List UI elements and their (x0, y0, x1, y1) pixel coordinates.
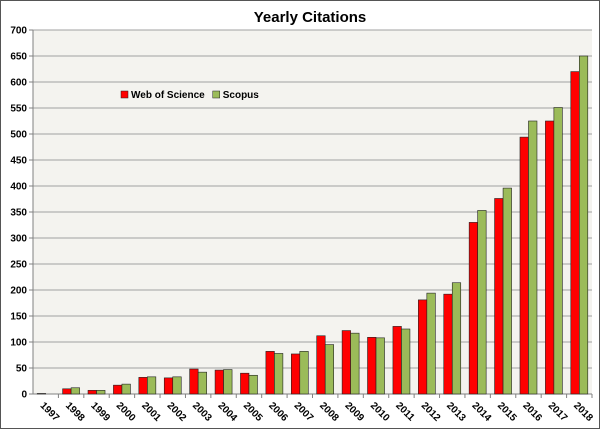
x-tick-label: 2009 (342, 400, 366, 424)
x-tick-label: 2011 (393, 400, 416, 423)
legend-label: Scopus (223, 90, 260, 101)
y-tick-label: 600 (10, 78, 27, 89)
x-tick-label: 2007 (292, 400, 316, 424)
x-tick-label: 2003 (190, 400, 214, 424)
bar-web-of-science (519, 136, 529, 395)
bar-scopus (197, 371, 207, 395)
bar-scopus (502, 187, 512, 395)
x-tick-label: 2018 (571, 400, 595, 424)
bar-web-of-science (113, 384, 123, 395)
bar-scopus (401, 328, 411, 395)
bar-web-of-science (367, 337, 377, 395)
bar-web-of-science (240, 372, 250, 395)
y-tick-label: 700 (10, 26, 27, 37)
bar-scopus (96, 390, 106, 395)
bar-web-of-science (62, 388, 72, 395)
bar-web-of-science (494, 198, 504, 395)
x-tick-label: 2012 (419, 400, 443, 424)
bar-scopus (324, 344, 335, 395)
legend-swatch (120, 90, 129, 99)
bar-web-of-science (87, 390, 97, 395)
chart-title: Yearly Citations (254, 9, 367, 26)
bar-web-of-science (545, 120, 555, 395)
bar-scopus (299, 351, 309, 395)
y-tick-label: 400 (10, 182, 27, 193)
y-tick-label: 250 (10, 260, 27, 271)
x-tick-label: 2000 (114, 400, 138, 424)
bar-scopus (426, 292, 436, 395)
x-tick-label: 1997 (38, 400, 62, 424)
x-tick-label: 2017 (546, 400, 570, 424)
bar-scopus (350, 332, 360, 395)
bar-web-of-science (265, 351, 275, 395)
bar-web-of-science (392, 326, 402, 395)
y-tick-label: 100 (10, 338, 27, 349)
x-tick-label: 2001 (139, 400, 163, 424)
legend-label: Web of Science (131, 90, 205, 101)
x-tick-label: 2010 (368, 400, 392, 424)
x-tick-label: 2015 (495, 400, 519, 424)
bar-web-of-science (468, 222, 478, 395)
y-tick-label: 650 (10, 52, 27, 63)
bar-web-of-science (570, 71, 580, 395)
x-tick-label: 1999 (88, 400, 112, 424)
bar-web-of-science (443, 293, 453, 395)
bar-scopus (451, 282, 462, 395)
legend-swatch (212, 90, 220, 99)
bar-scopus (70, 387, 80, 395)
x-tick-label: 2013 (444, 400, 468, 424)
bar-web-of-science (36, 393, 47, 395)
bar-web-of-science (341, 330, 351, 395)
y-tick-label: 550 (10, 104, 27, 115)
x-tick-label: 2005 (241, 400, 265, 424)
bar-scopus (248, 374, 258, 395)
bar-scopus (375, 337, 385, 395)
bar-web-of-science (316, 335, 326, 395)
bar-scopus (147, 376, 157, 395)
bar-web-of-science (214, 369, 224, 395)
x-tick-label: 2004 (215, 400, 239, 424)
bar-scopus (223, 369, 233, 395)
y-tick-label: 150 (10, 312, 27, 323)
y-tick-label: 500 (10, 130, 27, 141)
bar-web-of-science (163, 377, 174, 395)
y-tick-label: 300 (10, 234, 27, 245)
bar-web-of-science (138, 377, 148, 395)
y-tick-label: 200 (10, 286, 27, 297)
bar-scopus (121, 383, 131, 395)
y-tick-label: 0 (21, 390, 27, 401)
y-tick-label: 50 (16, 364, 28, 375)
bar-scopus (578, 55, 589, 395)
bar-scopus (553, 107, 563, 395)
x-tick-label: 2008 (317, 400, 341, 424)
y-tick-label: 450 (10, 156, 27, 167)
bar-web-of-science (290, 353, 301, 395)
y-tick-label: 350 (10, 208, 27, 219)
x-tick-label: 2002 (165, 400, 189, 424)
x-tick-label: 2014 (470, 400, 494, 424)
x-tick-label: 2006 (266, 400, 290, 424)
bar-scopus (274, 353, 284, 395)
bar-web-of-science (189, 368, 199, 395)
bar-scopus (172, 376, 182, 395)
bar-scopus (528, 120, 538, 395)
bar-web-of-science (418, 299, 428, 395)
x-tick-label: 1998 (63, 400, 87, 424)
bar-scopus (477, 210, 487, 395)
x-tick-label: 2016 (520, 400, 544, 424)
